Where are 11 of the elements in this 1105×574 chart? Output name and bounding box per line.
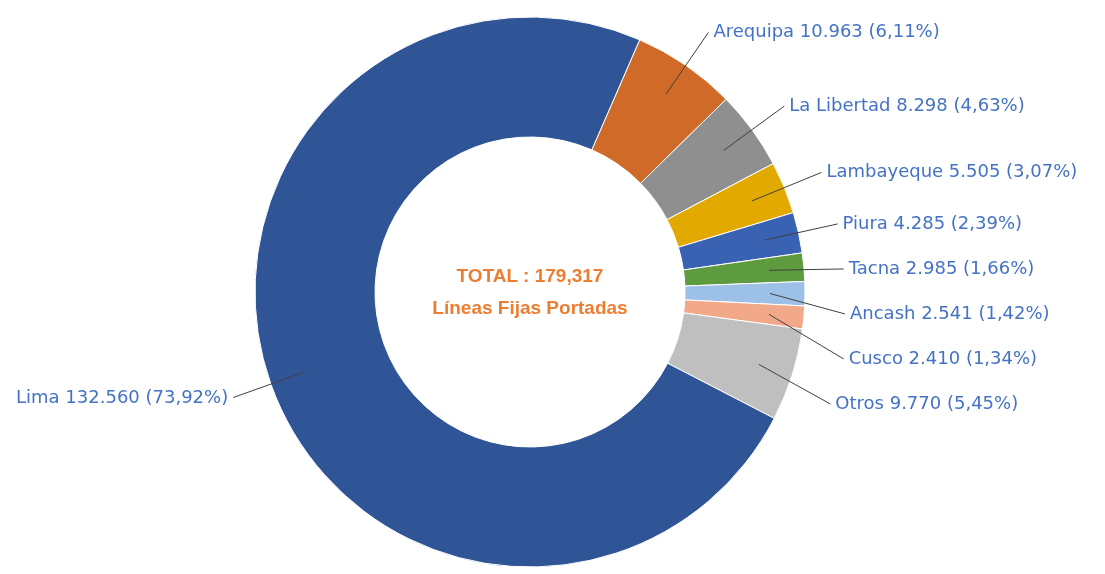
slice-label: Ancash 2.541 (1,42%) xyxy=(849,301,1050,323)
text: Líneas Fijas Portadas xyxy=(432,297,628,318)
slice-label: La Libertad 8.298 (4,63%) xyxy=(789,94,1025,116)
slice-label: Lambayeque 5.505 (3,07%) xyxy=(826,160,1078,182)
slice-label: Tacna 2.985 (1,66%) xyxy=(847,256,1035,278)
slice-label: Otros 9.770 (5,45%) xyxy=(835,391,1019,413)
slice-label: Arequipa 10.963 (6,11%) xyxy=(713,20,940,42)
text: TOTAL : 179,317 xyxy=(456,265,604,286)
slice-label: Lima 132.560 (73,92%) xyxy=(16,385,229,407)
slice-label: Cusco 2.410 (1,34%) xyxy=(848,346,1038,368)
slice-label: Piura 4.285 (2,39%) xyxy=(842,211,1023,233)
